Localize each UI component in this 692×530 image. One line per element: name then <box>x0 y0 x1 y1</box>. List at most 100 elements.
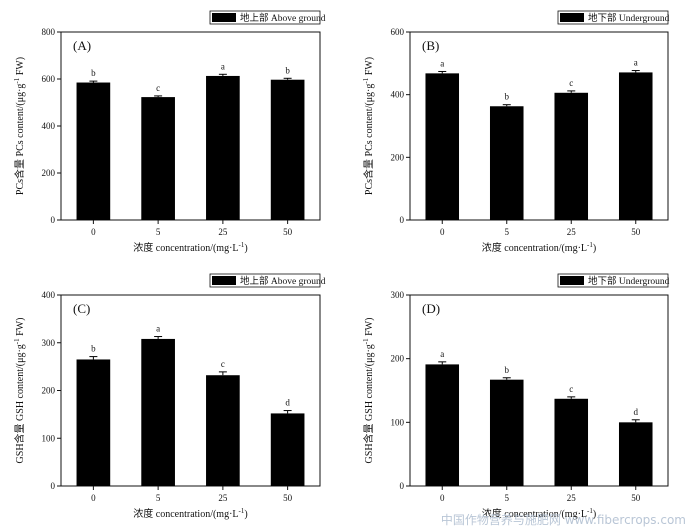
x-tick-label: 0 <box>91 227 96 237</box>
x-tick-label: 50 <box>631 493 641 503</box>
y-tick-label: 400 <box>391 90 405 100</box>
y-axis-label: GSH含量 GSH content/(μg·g-1 FW) <box>13 318 26 464</box>
legend-swatch <box>212 276 236 285</box>
significance-label: b <box>285 65 290 75</box>
bar <box>425 73 460 220</box>
legend-swatch <box>212 13 236 22</box>
y-tick-label: 0 <box>51 481 56 491</box>
y-tick-label: 200 <box>42 168 56 178</box>
significance-label: d <box>285 398 290 408</box>
y-tick-label: 100 <box>391 417 405 427</box>
x-axis-label: 浓度 concentration/(mg·L-1) <box>482 241 596 254</box>
bar <box>554 398 589 486</box>
significance-label: b <box>91 68 96 78</box>
bar <box>270 413 305 486</box>
x-tick-label: 0 <box>440 493 445 503</box>
y-tick-label: 0 <box>51 215 56 225</box>
legend-label: 地下部 Underground <box>588 12 670 24</box>
y-tick-label: 600 <box>391 27 405 37</box>
legend-box <box>557 10 669 25</box>
significance-label: a <box>156 324 160 334</box>
y-tick-label: 200 <box>42 386 56 396</box>
y-tick-label: 0 <box>400 481 405 491</box>
legend: 地下部 Underground <box>557 273 670 288</box>
x-tick-label: 5 <box>156 227 161 237</box>
x-axis-label: 浓度 concentration/(mg·L-1) <box>133 241 247 254</box>
y-tick-label: 300 <box>391 290 405 300</box>
bar <box>489 106 524 220</box>
panel-label: (C) <box>73 301 90 316</box>
y-tick-label: 200 <box>391 152 405 162</box>
x-tick-label: 25 <box>567 493 577 503</box>
x-tick-label: 5 <box>505 493 510 503</box>
legend-box <box>209 10 321 25</box>
bar <box>141 338 175 486</box>
significance-label: b <box>91 344 96 354</box>
x-axis-label: 浓度 concentration/(mg·L-1) <box>133 507 247 520</box>
x-tick-label: 0 <box>440 227 445 237</box>
significance-label: a <box>221 61 225 71</box>
chart-panel-2: 0 200 400 600 a 0 b 5 c 25 a 50 (B) 地下部 Underground 浓度… <box>362 10 670 254</box>
bar <box>76 82 111 221</box>
y-tick-label: 0 <box>400 215 405 225</box>
y-tick-label: 600 <box>42 74 56 84</box>
y-axis-label: GSH含量 GSH content/(μg·g-1 FW) <box>362 318 375 464</box>
x-axis-label: 浓度 concentration/(mg·L-1) <box>482 507 596 520</box>
y-axis-label: PCs含量 PCs content/(μg·g-1 FW) <box>13 57 26 195</box>
legend-label: 地上部 Above ground <box>240 12 326 24</box>
y-tick-label: 100 <box>42 433 56 443</box>
y-tick-label: 300 <box>42 338 56 348</box>
legend: 地上部 Above ground <box>209 10 326 25</box>
x-tick-label: 5 <box>505 227 510 237</box>
bar <box>76 359 111 486</box>
significance-label: a <box>634 58 638 68</box>
bar <box>206 75 240 220</box>
x-tick-label: 50 <box>283 493 293 503</box>
significance-label: c <box>156 83 160 93</box>
legend-swatch <box>560 276 584 285</box>
plot-frame <box>409 31 669 221</box>
significance-label: d <box>634 407 639 417</box>
chart-panel-4: 0 100 200 300 a 0 b 5 c 25 d 50 (D) 地下部 Underground 浓度… <box>362 273 670 520</box>
legend-swatch <box>560 13 584 22</box>
bar <box>618 72 653 220</box>
x-tick-label: 25 <box>567 227 577 237</box>
bar <box>141 97 175 220</box>
y-tick-label: 400 <box>42 290 56 300</box>
y-tick-label: 800 <box>42 27 56 37</box>
bar <box>554 92 589 220</box>
bar <box>270 79 305 220</box>
bar <box>489 379 524 486</box>
significance-label: a <box>440 349 444 359</box>
x-tick-label: 50 <box>283 227 293 237</box>
significance-label: b <box>505 365 510 375</box>
legend-label: 地上部 Above ground <box>240 275 326 287</box>
bar <box>425 364 460 486</box>
legend-box <box>209 273 321 288</box>
plot-frame <box>409 294 669 487</box>
legend: 地上部 Above ground <box>209 273 326 288</box>
significance-label: b <box>505 92 510 102</box>
y-tick-label: 200 <box>391 354 405 364</box>
legend: 地下部 Underground <box>557 10 670 25</box>
x-tick-label: 25 <box>218 227 228 237</box>
legend-box <box>557 273 669 288</box>
x-tick-label: 25 <box>218 493 228 503</box>
y-tick-label: 400 <box>42 121 56 131</box>
bar <box>206 375 240 486</box>
panel-label: (D) <box>422 301 440 316</box>
chart-panel-3: 0 100 200 300 400 b 0 a 5 c 25 d 50 (C) 地上部 Above grou… <box>13 273 326 520</box>
panel-label: (A) <box>73 38 91 53</box>
legend-label: 地下部 Underground <box>588 275 670 287</box>
x-tick-label: 5 <box>156 493 161 503</box>
significance-label: a <box>440 58 444 68</box>
chart-panel-1: 0 200 400 600 800 b 0 c 5 a 25 b 50 (A) 地上部 Above grou… <box>13 10 326 254</box>
y-axis-label: PCs含量 PCs content/(μg·g-1 FW) <box>362 57 375 195</box>
bar <box>618 422 653 486</box>
significance-label: c <box>569 78 573 88</box>
significance-label: c <box>569 384 573 394</box>
panel-label: (B) <box>422 38 439 53</box>
x-tick-label: 50 <box>631 227 641 237</box>
significance-label: c <box>221 359 225 369</box>
